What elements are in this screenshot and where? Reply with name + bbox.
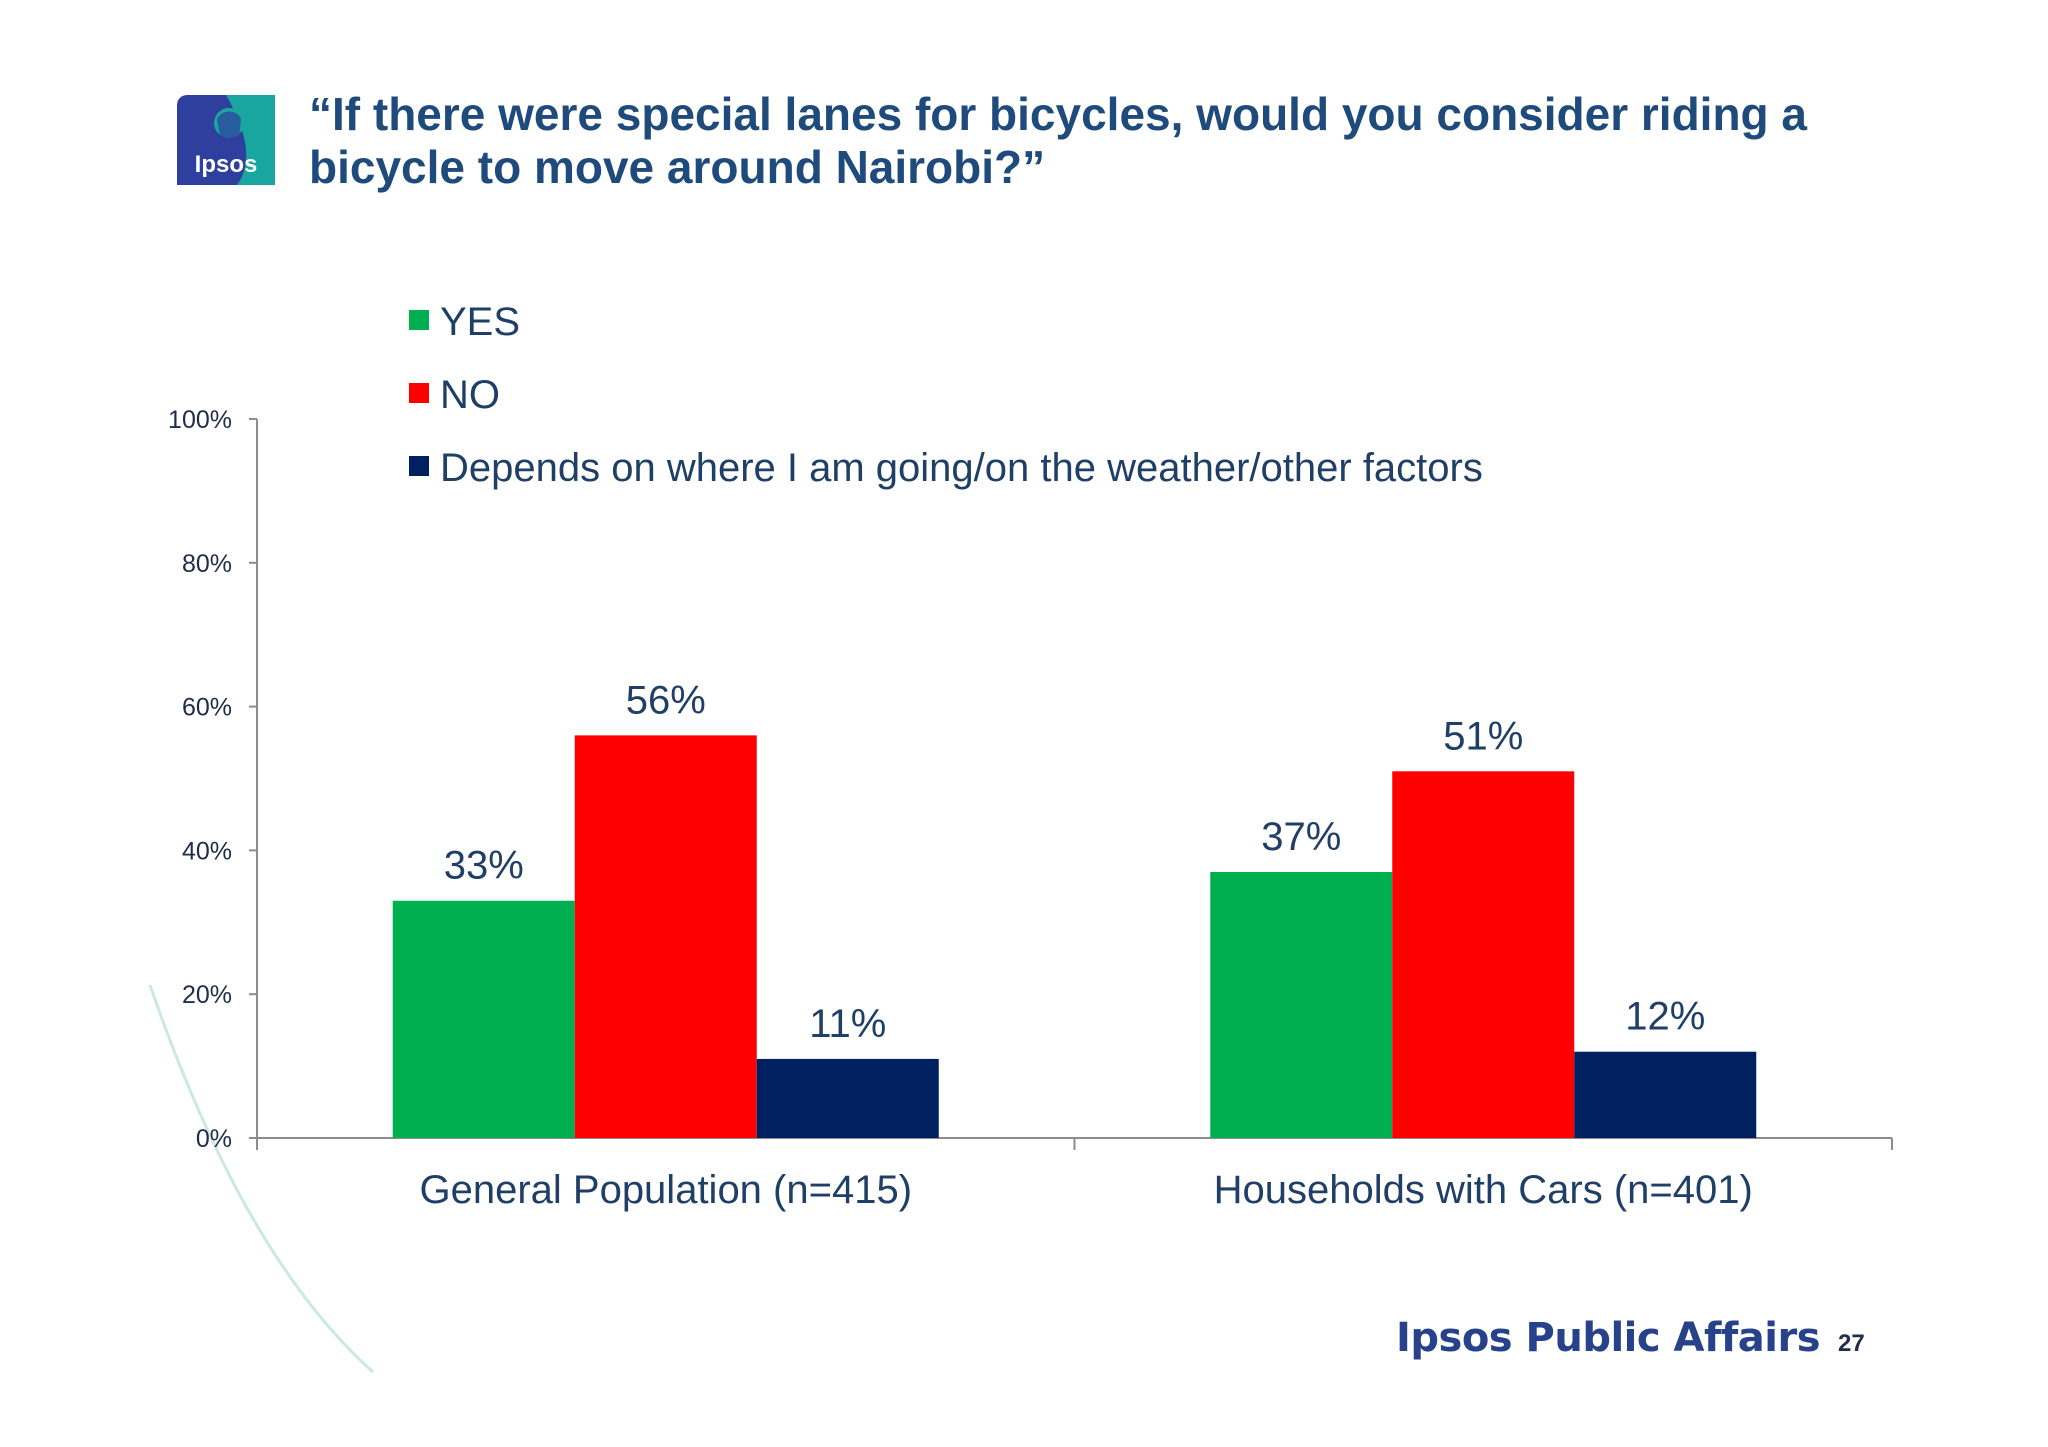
logo-graphic	[177, 95, 275, 185]
logo-text: Ipsos	[194, 151, 258, 178]
footer-brand: Ipsos Public Affairs	[1396, 1315, 1821, 1361]
legend-label: YES	[440, 300, 520, 344]
y-tick-label: 20%	[182, 981, 232, 1009]
legend-label: NO	[440, 373, 500, 417]
bars	[392, 735, 1757, 1138]
slide-title: “If there were special lanes for bicycle…	[309, 88, 1808, 193]
legend-swatch	[409, 456, 429, 476]
y-tick-label: 0%	[196, 1125, 232, 1153]
bar	[756, 1058, 939, 1138]
data-label: 12%	[1625, 995, 1705, 1039]
legend-swatch	[409, 383, 429, 403]
y-tick-label: 40%	[182, 837, 232, 865]
category-labels: General Population (n=415) Households wit…	[419, 1168, 1752, 1212]
data-label: 33%	[444, 844, 524, 888]
bar	[574, 735, 757, 1138]
legend-label: Depends on where I am going/on the weath…	[440, 446, 1483, 490]
data-label: 11%	[809, 1002, 886, 1046]
page-number: 27	[1838, 1330, 1865, 1357]
bar	[1392, 771, 1575, 1138]
x-axis	[256, 1137, 1893, 1150]
bar	[1574, 1051, 1757, 1138]
ipsos-logo: Ipsos	[177, 95, 275, 185]
data-label: 37%	[1261, 815, 1341, 859]
y-axis: 0% 20% 40% 60% 80% 100%	[168, 406, 258, 1153]
legend-swatch	[409, 310, 429, 330]
data-label: 56%	[626, 678, 706, 722]
data-labels: 33% 56% 11% 37% 51% 12%	[444, 678, 1706, 1046]
y-tick-label: 60%	[182, 694, 232, 722]
category-label: Households with Cars (n=401)	[1214, 1168, 1753, 1212]
category-label: General Population (n=415)	[419, 1168, 912, 1212]
y-tick-label: 100%	[168, 406, 232, 434]
bar	[1210, 871, 1393, 1138]
legend: YES NO Depends on where I am going/on the …	[409, 300, 1483, 490]
data-label: 51%	[1443, 714, 1523, 758]
y-tick-label: 80%	[182, 550, 232, 578]
bar	[392, 900, 575, 1138]
